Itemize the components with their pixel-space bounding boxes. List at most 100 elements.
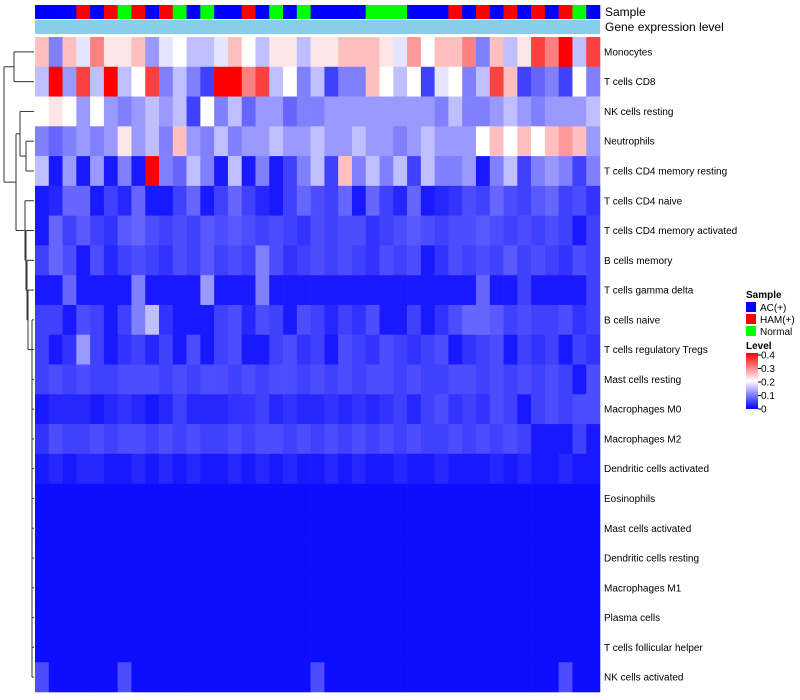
heatmap-cell [365,37,380,68]
sample-annotation-cell [531,5,546,19]
heatmap-cell [117,513,132,544]
heatmap-cell [379,572,394,603]
heatmap-cell [351,185,367,216]
heatmap-cell [48,662,63,693]
heatmap-cell [379,602,394,633]
heatmap-cell [103,275,118,306]
heatmap-cell [351,66,367,97]
heatmap-cell [586,632,601,663]
heatmap-cell [269,364,284,395]
heatmap-cell [351,37,367,68]
heatmap-cell [475,185,491,216]
heatmap-cell [159,304,174,336]
heatmap-cell [489,66,504,97]
heatmap-cell [365,662,380,693]
heatmap-cell [324,394,339,425]
heatmap-cell [76,483,91,514]
heatmap-cell [448,394,463,425]
heatmap-cell [159,572,174,603]
heatmap-cell [544,304,559,336]
heatmap-cell [489,185,504,216]
heatmap-cell [572,364,587,395]
heatmap-cell [76,632,91,663]
heatmap-cell [351,156,367,187]
heatmap-cell [145,334,160,365]
heatmap-cell [76,424,91,455]
heatmap-cell [462,245,477,276]
heatmap-cell [475,424,491,455]
heatmap-cell [159,424,174,455]
heatmap-cell [269,156,284,187]
heatmap-cell [448,543,463,574]
row-label: T cells follicular helper [604,643,703,654]
heatmap-cell [269,334,284,365]
heatmap-cell [76,572,91,603]
heatmap-cell [35,156,50,187]
heatmap-cell [503,364,518,395]
heatmap-cell [420,662,435,693]
heatmap-cell [517,126,532,157]
heatmap-cell [35,275,50,306]
heatmap-cell [255,572,270,603]
heatmap-cell [200,662,215,693]
heatmap-cell [76,394,91,425]
heatmap-cell [200,394,215,425]
heatmap-cell [407,394,422,425]
heatmap-cell [159,632,174,663]
heatmap-cell [296,275,311,306]
heatmap-cell [531,245,546,276]
heatmap-cell [90,394,105,425]
heatmap-cell [117,453,132,484]
heatmap-cell [62,185,77,216]
heatmap-cell [434,156,449,187]
heatmap-cell [351,126,367,157]
heatmap-cell [62,275,77,306]
heatmap-cell [227,126,243,157]
legend-color-ramp [746,353,758,409]
sample-annotation-cell [434,5,449,19]
heatmap-cell [283,275,298,306]
heatmap-cell [186,275,201,306]
row-labels: Monocytes T cells CD8 NK cells resting Neut… [604,47,737,683]
heatmap-cell [186,37,201,68]
heatmap-cell [62,126,77,157]
heatmap-cell [558,513,573,544]
heatmap-cell [186,245,201,276]
sample-annotation-cell [255,5,270,19]
heatmap-cell [379,543,394,574]
heatmap-cell [159,513,174,544]
heatmap-cell [241,513,256,544]
heatmap-cell [503,602,518,633]
heatmap-cell [117,364,132,395]
heatmap-cell [200,364,215,395]
heatmap-cell [172,66,187,97]
heatmap-cell [379,453,394,484]
heatmap-cell [448,215,463,246]
heatmap-cell [365,275,380,306]
heatmap-cell [365,215,380,246]
heatmap-cell [531,453,546,484]
heatmap-cell [241,632,256,663]
heatmap-cell [420,394,435,425]
heatmap-cell [489,513,504,544]
heatmap-cell [489,37,504,68]
heatmap-cell [90,662,105,693]
heatmap-cell [462,304,477,336]
heatmap-cell [48,37,63,68]
heatmap-cell [503,304,518,336]
heatmap-cell [227,334,243,365]
heatmap-cell [186,513,201,544]
heatmap-cell [544,215,559,246]
heatmap-cell [62,543,77,574]
heatmap-cell [586,126,601,157]
heatmap-cell [351,275,367,306]
heatmap-cell [379,245,394,276]
heatmap-cell [269,394,284,425]
heatmap-cell [35,304,50,336]
heatmap-cell [448,632,463,663]
heatmap-cell [76,543,91,574]
heatmap-cell [310,424,325,455]
heatmap-cell [517,394,532,425]
heatmap-cell [420,513,435,544]
heatmap-cell [475,394,491,425]
